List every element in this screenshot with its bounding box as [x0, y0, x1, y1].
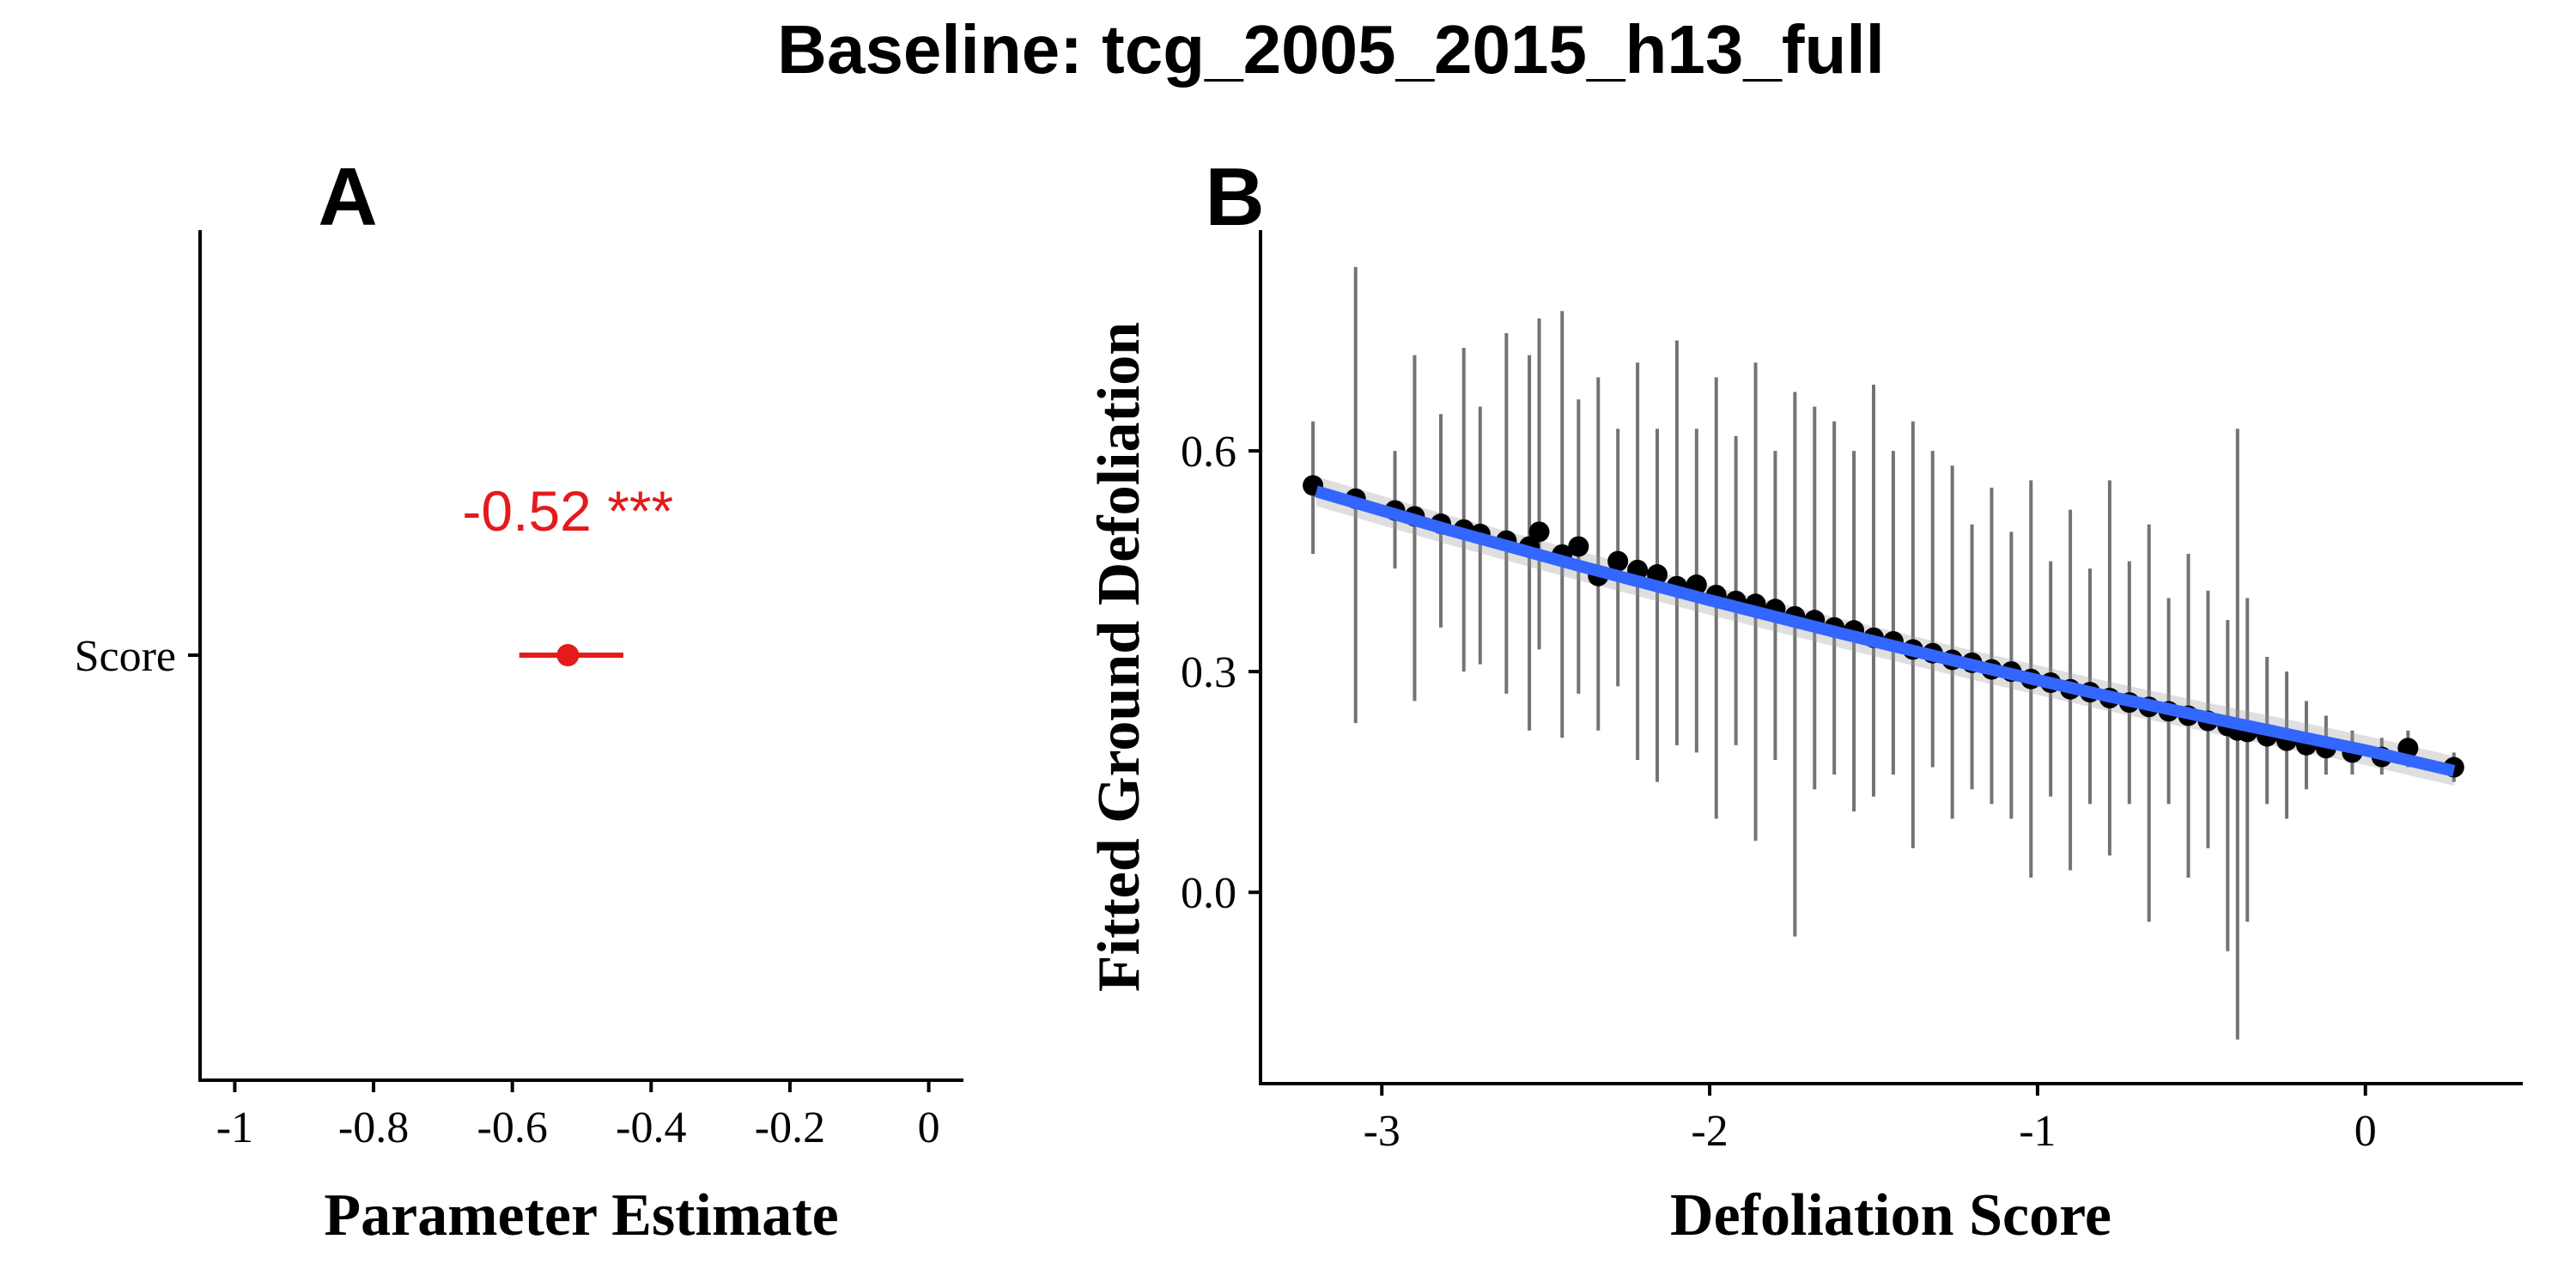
panel-b-x-tick-label: -2	[1691, 1107, 1728, 1156]
panel-b-x-axis-title: Defoliation Score	[1670, 1182, 2111, 1249]
panel-b-x-tick-label: -3	[1364, 1107, 1400, 1156]
panel-a-marks: -0.52 ***	[462, 479, 673, 666]
panel-a-estimate-point	[556, 644, 580, 666]
panel-a-x-tick-label: -0.2	[755, 1103, 825, 1152]
panel-b-y-tick-label: 0.6	[1181, 428, 1236, 477]
panel-b-label: B	[1205, 151, 1264, 243]
panel-a-x-axis-title: Parameter Estimate	[324, 1182, 838, 1249]
panel-a-x-tick-label: -1	[216, 1103, 253, 1152]
panel-a: -0.52 *** -1 -0.8 -0.6 -0.4 -0.2 0 Score Para…	[75, 230, 963, 1249]
panel-b-fit-curve	[1314, 485, 2456, 777]
panel-b-y-ticks: 0.0 0.3 0.6	[1181, 428, 1261, 918]
panel-b-y-axis-title: Fitted Ground Defoliation	[1086, 322, 1152, 992]
figure-title: Baseline: tcg_2005_2015_h13_full	[777, 11, 1885, 88]
panel-b-y-tick-label: 0.0	[1181, 869, 1236, 918]
panel-a-x-tick-label: -0.6	[477, 1103, 548, 1152]
panel-b-x-ticks: -3 -2 -1 0	[1364, 1084, 2377, 1156]
panel-a-estimate-label: -0.52 ***	[462, 479, 673, 543]
panel-b-x-tick-label: 0	[2354, 1107, 2377, 1156]
panel-a-label: A	[318, 151, 377, 243]
panel-b-y-tick-label: 0.3	[1181, 648, 1236, 697]
panel-a-x-ticks: -1 -0.8 -0.6 -0.4 -0.2 0	[216, 1080, 940, 1152]
panel-b-fit-line	[1314, 485, 2456, 777]
panel-a-y-ticks: Score	[75, 632, 200, 681]
panel-b-point	[1568, 536, 1589, 557]
panel-b-point	[1607, 550, 1629, 572]
panel-a-x-tick-label: -0.4	[616, 1103, 686, 1152]
panel-a-x-tick-label: -0.8	[338, 1103, 409, 1152]
panel-a-y-tick-label: Score	[75, 632, 176, 681]
panel-b-x-tick-label: -1	[2019, 1107, 2056, 1156]
panel-b: -3 -2 -1 0 0.0 0.3 0.6 Defoliation Score Fitt…	[1086, 230, 2523, 1249]
panel-a-x-tick-label: 0	[918, 1103, 940, 1152]
panel-b-point	[1528, 521, 1550, 543]
